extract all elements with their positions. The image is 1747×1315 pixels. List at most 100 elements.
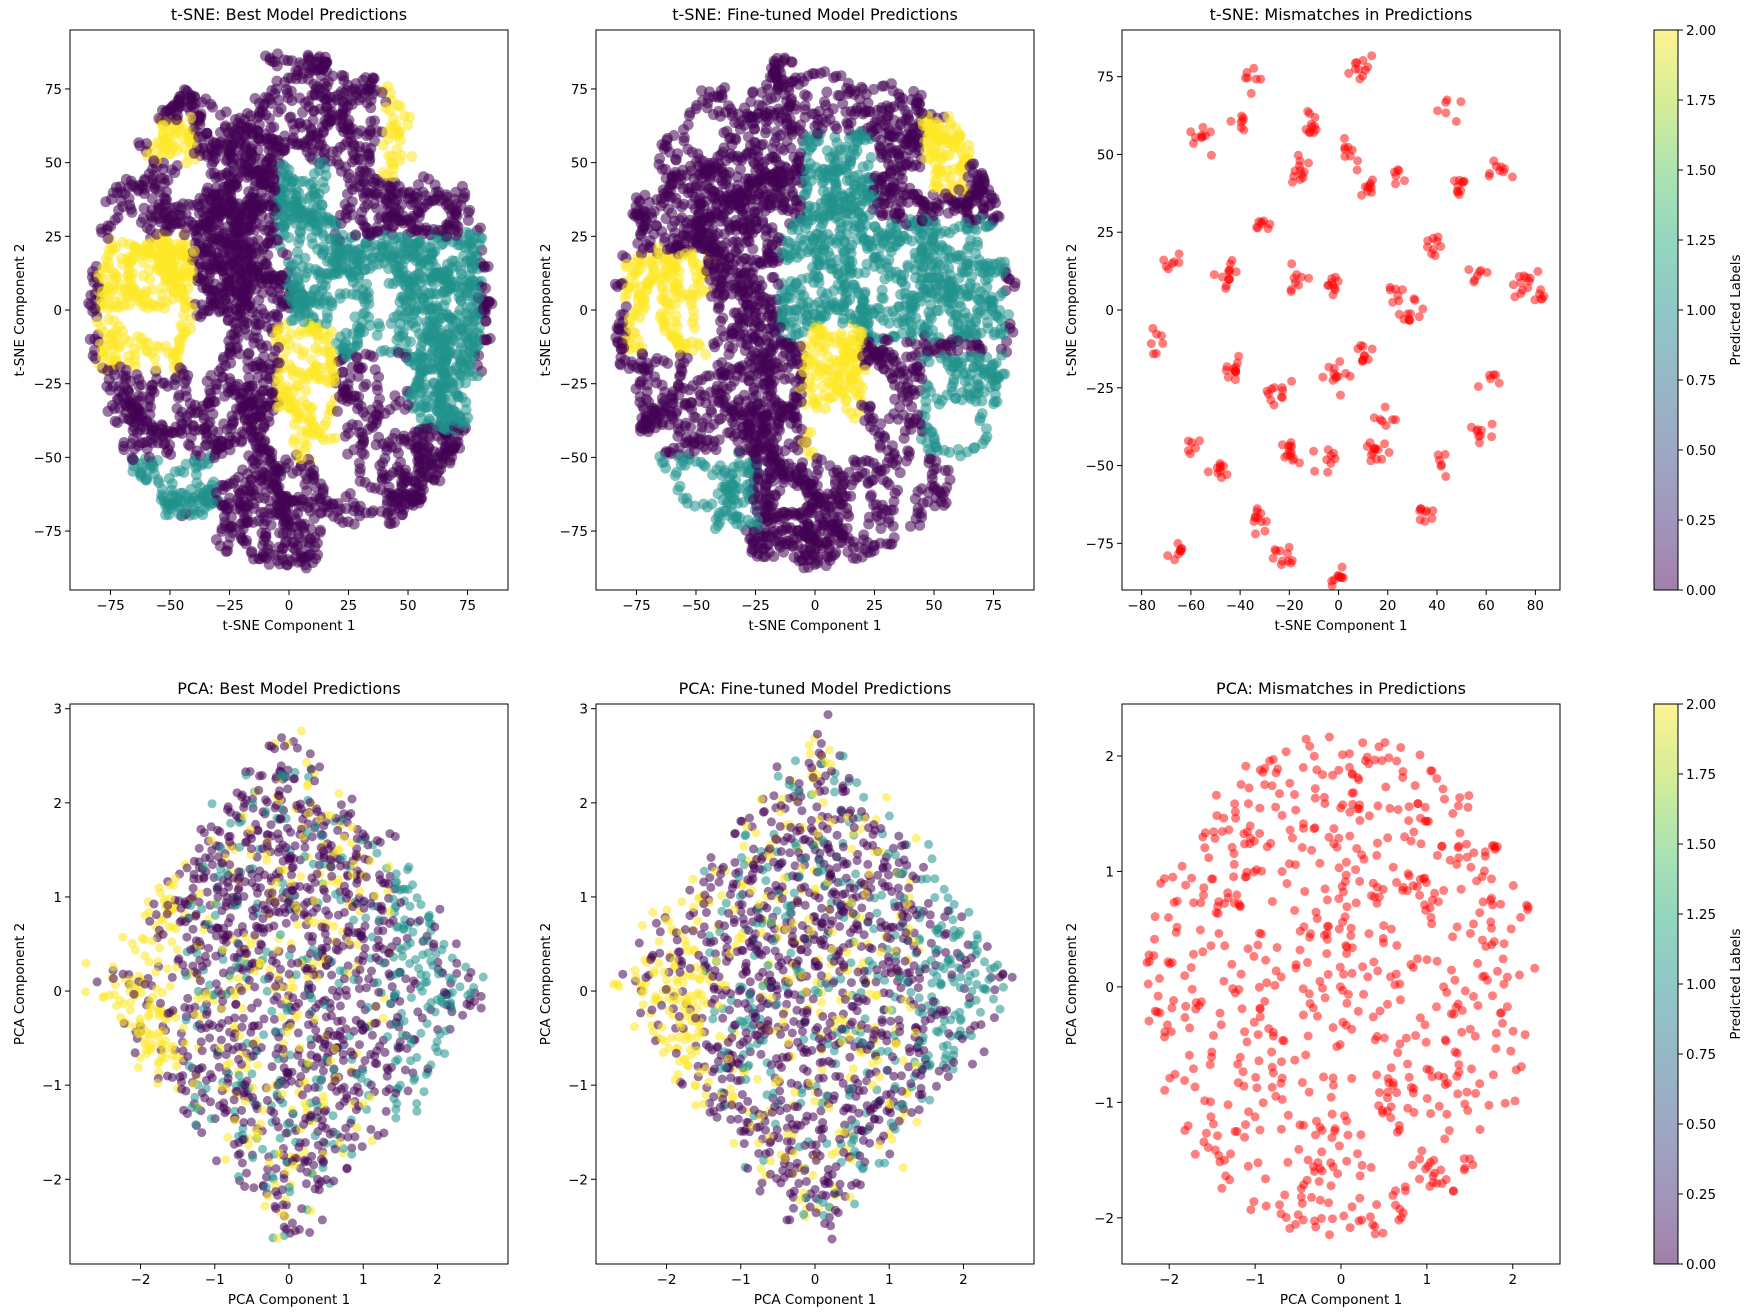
data-point [215, 109, 226, 121]
data-point [942, 464, 954, 476]
data-point [146, 425, 158, 436]
data-point [354, 166, 366, 177]
x-tick-label: 25 [340, 598, 357, 614]
data-point [205, 250, 217, 262]
data-point [114, 278, 126, 290]
data-point [360, 378, 372, 390]
data-point [252, 309, 264, 321]
data-point [331, 405, 343, 417]
data-point [248, 498, 260, 509]
x-axis-label: t-SNE Component 1 [223, 618, 356, 634]
y-axis-label: t-SNE Component 2 [12, 244, 28, 377]
data-point [251, 450, 263, 461]
data-point [301, 473, 313, 485]
data-point [337, 245, 349, 257]
data-point [406, 151, 418, 163]
data-point [272, 326, 284, 338]
data-point [241, 535, 252, 546]
data-point [169, 167, 181, 178]
data-point [395, 134, 406, 146]
x-tick-label: 0 [285, 598, 294, 614]
data-point [332, 263, 344, 275]
data-point [202, 497, 213, 509]
data-point [247, 380, 259, 392]
data-point [143, 243, 155, 255]
data-point [157, 120, 169, 132]
data-point [464, 280, 476, 292]
data-point [392, 447, 404, 459]
data-point [415, 341, 427, 353]
data-point [150, 362, 162, 374]
data-point [175, 96, 187, 108]
data-point [308, 513, 320, 524]
data-point [480, 315, 492, 327]
data-point [356, 447, 368, 459]
data-point [395, 149, 407, 161]
data-point [100, 196, 112, 208]
data-point [428, 390, 440, 402]
data-point [351, 352, 363, 364]
data-point [133, 380, 145, 392]
data-point [256, 527, 268, 539]
data-point [369, 115, 380, 127]
data-point [188, 245, 200, 257]
data-point [117, 325, 128, 337]
data-point [323, 341, 335, 353]
data-point [350, 229, 362, 241]
data-point [699, 460, 711, 472]
data-point [193, 131, 205, 143]
data-point [306, 124, 318, 136]
data-point [710, 523, 721, 535]
data-point [265, 237, 277, 249]
data-point [354, 475, 366, 487]
x-tick-label: −75 [96, 598, 125, 614]
scatter-points [83, 48, 498, 574]
data-point [144, 409, 156, 421]
data-point [374, 393, 385, 405]
data-point [339, 198, 351, 210]
y-tick-label: −75 [34, 524, 63, 540]
data-point [383, 277, 395, 289]
data-point [103, 244, 115, 255]
data-point [186, 265, 198, 277]
data-point [272, 48, 284, 60]
data-point [293, 237, 305, 249]
data-point [295, 550, 307, 562]
data-point [411, 192, 423, 204]
data-point [464, 204, 476, 216]
data-point [439, 353, 451, 365]
data-point [248, 192, 260, 204]
data-point [178, 309, 190, 321]
data-point [159, 427, 171, 439]
data-point [127, 454, 139, 465]
data-point [272, 311, 283, 323]
data-point [353, 457, 365, 469]
data-point [287, 259, 299, 271]
data-point [209, 396, 221, 408]
data-point [311, 81, 323, 92]
data-point [292, 446, 304, 458]
data-point [341, 351, 353, 363]
data-point [275, 270, 287, 282]
data-point [411, 252, 423, 264]
data-point [935, 496, 947, 508]
data-point [239, 496, 251, 508]
data-point [205, 168, 217, 180]
data-point [244, 224, 256, 236]
data-point [391, 334, 403, 346]
y-tick-label: 0 [53, 303, 62, 319]
data-point [438, 365, 449, 377]
data-point [352, 370, 364, 382]
data-point [425, 288, 437, 300]
data-point [480, 334, 492, 346]
data-point [158, 438, 170, 450]
data-point [314, 526, 326, 538]
data-point [388, 517, 400, 528]
data-point [865, 489, 877, 501]
data-point [268, 121, 280, 133]
data-point [373, 318, 385, 330]
data-point [128, 411, 140, 423]
data-point [258, 421, 270, 433]
data-point [165, 449, 177, 460]
